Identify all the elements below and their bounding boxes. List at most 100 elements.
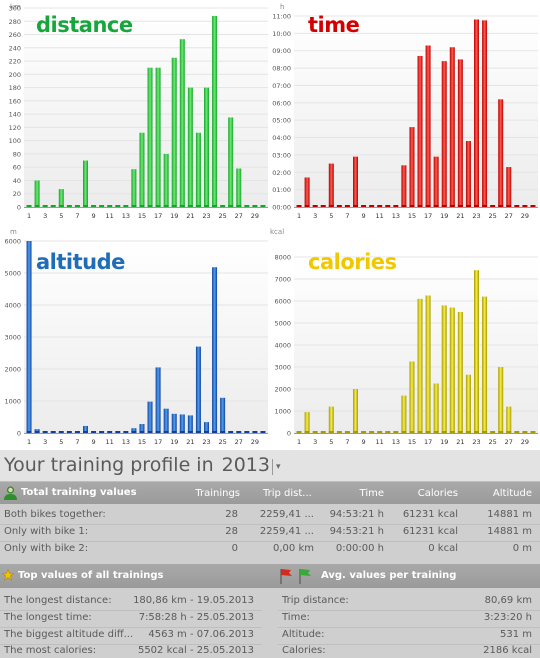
top-label: The most calories: [4, 645, 97, 656]
profile-year: 2013 [221, 454, 270, 476]
x-tick-label: 15 [408, 438, 416, 446]
bar [304, 177, 310, 207]
bar [82, 425, 89, 433]
bar-baseline [123, 205, 129, 207]
bar-baseline [530, 205, 536, 207]
y-tick-label: 200 [9, 71, 21, 79]
bar-baseline [409, 205, 415, 207]
bar [171, 413, 177, 433]
bar-baseline [123, 431, 129, 433]
x-tick-label: 11 [106, 212, 114, 220]
x-tick-label: 1 [27, 438, 31, 446]
x-tick-label: 5 [59, 438, 63, 446]
row-label: Both bikes together: [4, 509, 106, 520]
bar-baseline [320, 205, 326, 207]
y-tick-label: 10:00 [272, 30, 291, 38]
bar-baseline [441, 431, 447, 433]
profile-header: Your training profile in 2013 ▾ [0, 450, 540, 482]
bar [212, 267, 218, 433]
bar-baseline [236, 205, 242, 207]
bar-baseline [139, 431, 145, 433]
distance-chart: km 0 20 40 60 80 100 120 140 160 180 200 220 240 260 28… [0, 0, 270, 225]
row-distance: 0,00 km [273, 543, 314, 554]
bar [401, 165, 407, 207]
bar-baseline [252, 205, 258, 207]
y-tick-label: 20 [13, 190, 21, 198]
bar [147, 401, 153, 433]
bar [163, 153, 169, 207]
row-divider [0, 524, 540, 525]
x-tick-label: 3 [43, 438, 47, 446]
time-chart: h 00:00 01:00 02:00 03:00 04:00 05:00 06:00 07:0… [270, 0, 540, 225]
bar [417, 298, 423, 433]
bar-baseline [473, 431, 480, 433]
bar-baseline [336, 431, 342, 433]
y-tick-label: 1000 [274, 408, 291, 416]
bar [352, 389, 359, 433]
x-tick-label: 9 [361, 212, 365, 220]
bar-baseline [212, 431, 218, 433]
row-divider [278, 644, 540, 645]
profile-title: Your training profile in 2013 [4, 454, 270, 476]
y-tick-label: 0 [17, 204, 21, 212]
x-tick-label: 27 [235, 212, 243, 220]
bar-baseline [163, 431, 169, 433]
bar-baseline [506, 431, 512, 433]
y-tick-label: 5000 [274, 320, 291, 328]
y-tick-label: 140 [9, 111, 21, 119]
y-tick-label: 07:00 [272, 82, 291, 90]
x-tick-label: 15 [138, 438, 146, 446]
bar-baseline [26, 431, 32, 433]
bar-baseline [498, 205, 504, 207]
y-tick-label: 00:00 [272, 204, 291, 212]
bar-baseline [312, 205, 318, 207]
bar-baseline [244, 205, 250, 207]
bar [155, 67, 161, 207]
year-dropdown-caret-icon[interactable]: ▾ [272, 459, 286, 475]
bar [433, 383, 439, 433]
bar-baseline [187, 431, 193, 433]
bar-baseline [179, 431, 185, 433]
bar-baseline [304, 431, 310, 433]
y-tick-label: 1000 [4, 398, 21, 406]
bar-baseline [66, 205, 72, 207]
bar-baseline [409, 431, 415, 433]
bar [498, 99, 504, 207]
bar-baseline [131, 431, 137, 433]
distance-unit-label: km [10, 3, 21, 11]
bar [131, 428, 137, 433]
bar-baseline [369, 431, 375, 433]
user-icon [4, 486, 17, 500]
y-tick-label: 220 [9, 58, 21, 66]
x-tick-label: 29 [521, 438, 529, 446]
y-tick-label: 100 [9, 137, 21, 145]
bar-baseline [449, 431, 455, 433]
bar [163, 408, 169, 433]
x-tick-label: 7 [75, 438, 79, 446]
bar [26, 241, 32, 433]
bar-baseline [91, 431, 97, 433]
bar-baseline [401, 431, 407, 433]
bar [449, 47, 455, 207]
top-value: 4563 m - 07.06.2013 [148, 629, 254, 640]
bar-baseline [296, 205, 302, 207]
distance-chart-svg: km 0 20 40 60 80 100 120 140 160 180 200 220 240 260 28… [9, 3, 268, 220]
x-tick-label: 23 [202, 438, 210, 446]
bar [417, 55, 423, 207]
bar-baseline [369, 205, 375, 207]
bar [401, 395, 407, 433]
star-icon [2, 569, 14, 581]
bar [465, 141, 471, 207]
x-tick-label: 19 [170, 438, 178, 446]
bar-baseline [514, 205, 520, 207]
bar-baseline [107, 431, 113, 433]
y-tick-label: 80 [13, 150, 21, 158]
bar [236, 168, 242, 207]
y-tick-label: 120 [9, 124, 21, 132]
row-divider [278, 627, 540, 628]
avg-label: Calories: [282, 645, 326, 656]
bar-baseline [490, 205, 496, 207]
x-tick-label: 17 [424, 212, 432, 220]
bar [139, 132, 145, 207]
y-tick-label: 08:00 [272, 65, 291, 73]
